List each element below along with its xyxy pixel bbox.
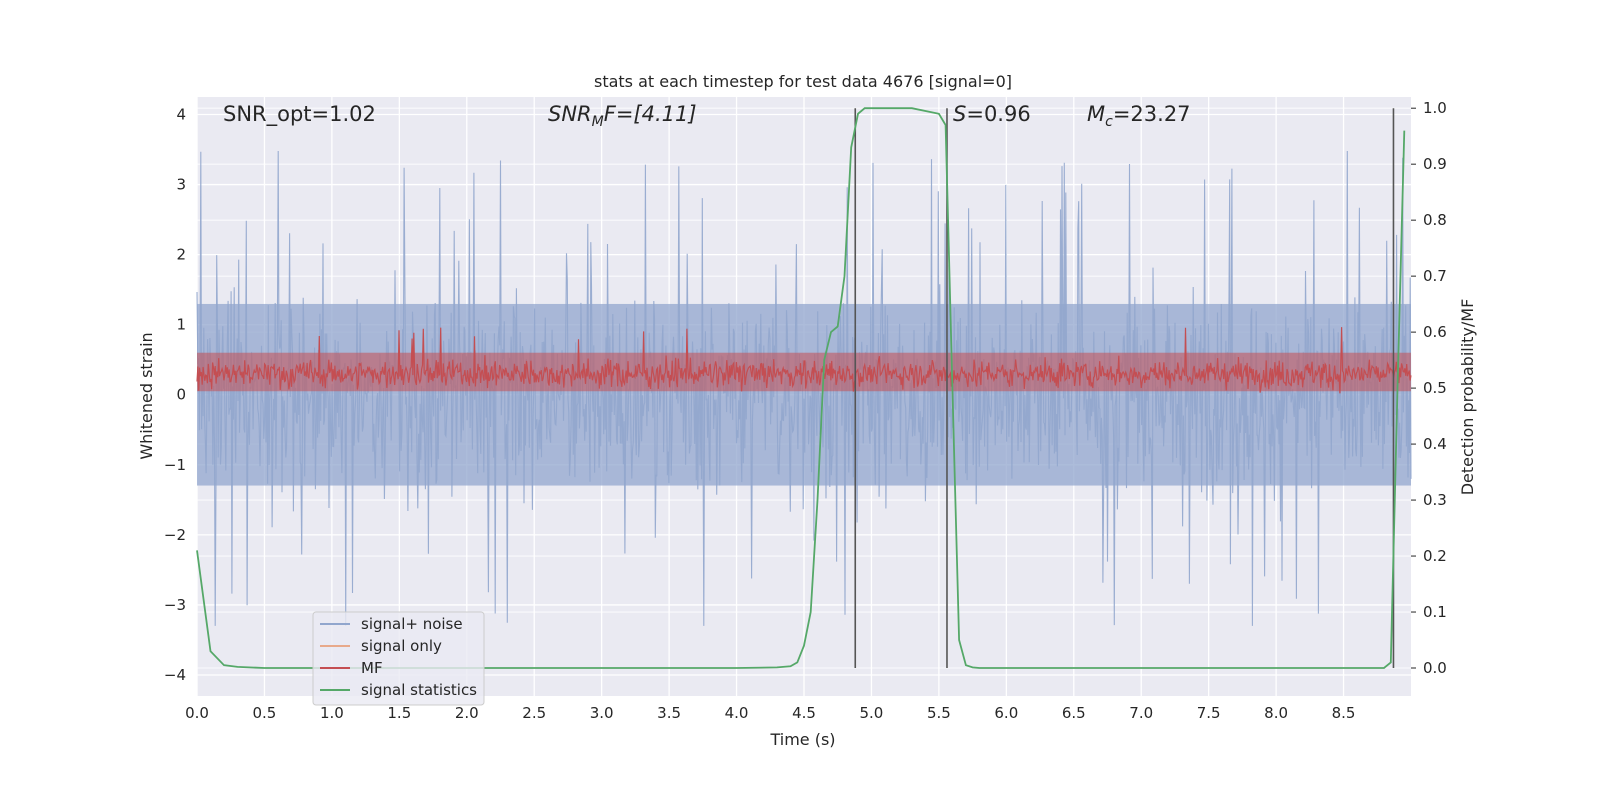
legend-box [312, 611, 485, 706]
x-tick-label: 7.5 [1197, 704, 1221, 722]
legend-label-signal-only: signal only [361, 637, 442, 655]
series-line-signal-statistics [196, 107, 1406, 669]
y-tick-label: 1 [176, 316, 186, 334]
series-signal-statistics [196, 107, 1406, 669]
legend: signal+ noise signal only MF signal stat… [312, 611, 485, 706]
y2-tick-label: 0.0 [1423, 659, 1447, 677]
s-rest: =0.96 [966, 102, 1030, 126]
legend-label-mf: MF [361, 659, 383, 677]
annotation-snr-mf: SNRMF=[4.11] [548, 102, 697, 130]
annotation-s: S=0.96 [953, 102, 1031, 126]
x-tick-label: 0.0 [185, 704, 209, 722]
mc-rest: =23.27 [1113, 102, 1191, 126]
y-tick-label: −2 [164, 526, 186, 544]
snr-mf-main: SNR [548, 102, 592, 126]
mf-band [197, 352, 1411, 392]
y-axis-label: Whitened strain [137, 332, 156, 459]
snr-mf-f: F=[4.11] [604, 102, 697, 126]
mc-main: M [1087, 102, 1105, 126]
annotation-mc: Mc=23.27 [1087, 102, 1191, 130]
x-tick-label: 8.5 [1332, 704, 1356, 722]
y-axis-ticks: 4 3 2 1 0 −1 −2 −3 −4 [164, 106, 186, 684]
y-tick-label: −1 [164, 456, 186, 474]
x-tick-label: 6.5 [1062, 704, 1086, 722]
y2-tick-label: 0.6 [1423, 323, 1447, 341]
mc-sub: c [1105, 114, 1113, 130]
x-tick-label: 1.0 [320, 704, 344, 722]
x-tick-label: 0.5 [253, 704, 277, 722]
series-line-mf [196, 327, 1412, 394]
legend-label-signal-noise: signal+ noise [361, 615, 463, 633]
snr-mf-sub: M [592, 114, 604, 130]
y2-tick-label: 0.1 [1423, 603, 1447, 621]
y2-tick-label: 0.5 [1423, 379, 1447, 397]
y2-tick-label: 0.9 [1423, 155, 1447, 173]
y-tick-label: 2 [176, 246, 186, 264]
x-tick-label: 4.0 [725, 704, 749, 722]
x-axis-ticks: 0.0 0.5 1.0 1.5 2.0 2.5 3.0 3.5 4.0 4.5 5.0 5.5 6.0 6… [185, 704, 1355, 722]
y-tick-label: 4 [176, 106, 186, 124]
legend-label-signal-statistics: signal statistics [361, 681, 477, 699]
x-tick-label: 2.5 [522, 704, 546, 722]
y2-tick-label: 0.7 [1423, 267, 1447, 285]
x-tick-label: 7.0 [1129, 704, 1153, 722]
x-tick-label: 4.5 [792, 704, 816, 722]
y2-axis-label: Detection probability/MF [1458, 299, 1477, 496]
y2-tick-label: 1.0 [1423, 99, 1447, 117]
series-mf [196, 327, 1412, 394]
y-tick-label: 3 [176, 176, 186, 194]
x-tick-label: 2.0 [455, 704, 479, 722]
chart-title: stats at each timestep for test data 467… [594, 72, 1012, 91]
x-tick-label: 5.5 [927, 704, 951, 722]
y2-axis-ticks: 1.0 0.9 0.8 0.7 0.6 0.5 0.4 0.3 0.2 0.1 0.0 [1411, 99, 1447, 677]
x-tick-label: 3.5 [657, 704, 681, 722]
x-tick-label: 1.5 [387, 704, 411, 722]
s-main: S [953, 102, 966, 126]
y2-tick-label: 0.3 [1423, 491, 1447, 509]
annotation-snr-opt: SNR_opt=1.02 [223, 102, 376, 127]
x-tick-label: 5.0 [860, 704, 884, 722]
x-axis-label: Time (s) [769, 730, 835, 749]
y-tick-label: 0 [176, 386, 186, 404]
x-tick-label: 6.0 [994, 704, 1018, 722]
x-tick-label: 8.0 [1264, 704, 1288, 722]
series-line-signal-noise [196, 150, 1412, 626]
y2-tick-label: 0.4 [1423, 435, 1447, 453]
x-tick-label: 3.0 [590, 704, 614, 722]
y2-tick-label: 0.2 [1423, 547, 1447, 565]
y-tick-label: −4 [164, 666, 186, 684]
y-tick-label: −3 [164, 596, 186, 614]
y2-tick-label: 0.8 [1423, 211, 1447, 229]
